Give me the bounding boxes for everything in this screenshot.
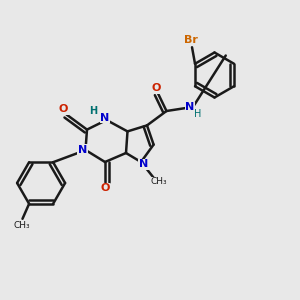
- Text: N: N: [78, 145, 87, 155]
- Text: Br: Br: [184, 35, 198, 45]
- Text: O: O: [100, 183, 110, 194]
- Text: H: H: [89, 106, 97, 116]
- Text: O: O: [59, 104, 68, 114]
- Text: N: N: [100, 112, 109, 123]
- Text: CH₃: CH₃: [13, 221, 30, 230]
- Text: O: O: [152, 83, 161, 93]
- Text: CH₃: CH₃: [151, 177, 167, 186]
- Text: N: N: [185, 102, 194, 112]
- Text: N: N: [139, 159, 148, 170]
- Text: H: H: [194, 109, 202, 119]
